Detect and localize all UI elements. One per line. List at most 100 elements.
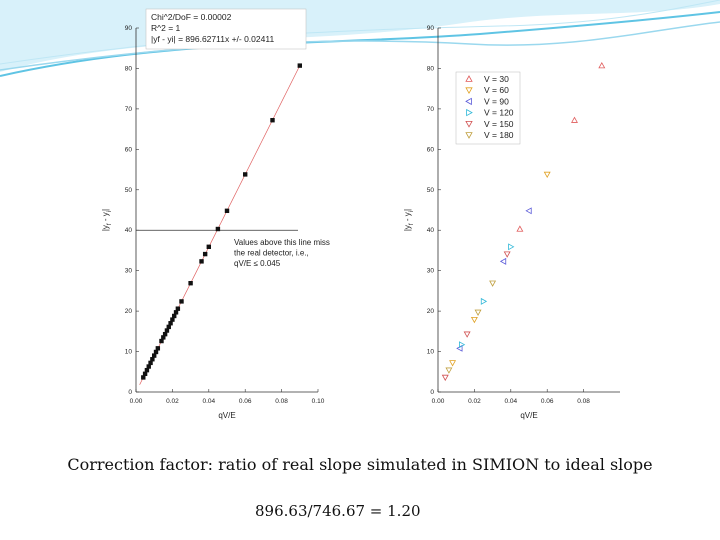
y-tick-label: 60 <box>427 146 435 153</box>
y-tick-label: 20 <box>427 308 435 315</box>
y-tick-label: 50 <box>427 187 435 194</box>
legend-marker <box>465 87 473 95</box>
data-point <box>188 281 193 286</box>
legend-marker <box>465 75 473 82</box>
data-point <box>199 259 204 264</box>
fit-box-line: R^2 = 1 <box>151 23 181 33</box>
data-point <box>155 346 161 351</box>
y-tick-label: 20 <box>125 308 133 315</box>
series-point <box>441 374 449 382</box>
series-point <box>525 207 532 215</box>
legend-label: V = 30 <box>484 74 509 84</box>
legend-label: V = 120 <box>484 108 514 118</box>
data-point <box>152 353 157 358</box>
legend-frame <box>455 71 521 145</box>
series-point <box>480 297 488 305</box>
y-tick-label: 0 <box>430 389 434 396</box>
data-point <box>170 317 175 322</box>
series-point <box>503 251 511 258</box>
y-axis-title: |yf - yi| <box>403 209 415 231</box>
data-point <box>173 310 179 315</box>
fit-box-line: |yf - yi| = 896.62711x +/- 0.02411 <box>151 34 274 44</box>
fit-box-line: Chi^2/DoF = 0.00002 <box>151 12 232 22</box>
y-axis-title: |yf - yi| <box>101 209 113 231</box>
y-tick-label: 10 <box>427 349 435 356</box>
data-point <box>168 321 173 326</box>
data-point <box>202 251 208 257</box>
y-tick-label: 50 <box>125 187 133 194</box>
fit-box-frame <box>145 8 307 50</box>
data-point <box>164 328 170 333</box>
wave-band <box>0 21 720 71</box>
series-point <box>459 341 466 349</box>
y-tick-label: 0 <box>128 389 132 396</box>
y-tick-label: 30 <box>125 268 133 275</box>
x-tick-label: 0.08 <box>275 398 288 405</box>
x-tick-label: 0.04 <box>504 398 517 405</box>
series-point <box>489 280 497 287</box>
data-point <box>215 226 221 232</box>
x-tick-label: 0.02 <box>166 398 179 405</box>
legend-label: V = 60 <box>484 85 509 95</box>
series-point <box>499 257 507 265</box>
data-point <box>141 375 146 380</box>
series-point <box>449 360 457 367</box>
annotation-line: the real detector, i.e., <box>234 249 309 258</box>
x-tick-label: 0.10 <box>312 398 325 405</box>
data-point <box>161 335 166 340</box>
series-point <box>508 243 515 251</box>
y-tick-label: 80 <box>125 65 133 72</box>
data-point <box>243 172 248 177</box>
data-point <box>224 208 230 214</box>
series-point <box>463 331 471 338</box>
series-point <box>571 116 578 123</box>
y-tick-label: 70 <box>427 106 435 113</box>
legend-label: V = 150 <box>484 119 514 129</box>
x-tick-label: 0.00 <box>130 398 143 405</box>
x-tick-label: 0.02 <box>468 398 481 405</box>
slope-ratio-text: 896.63/746.67 = 1.20 <box>255 502 421 520</box>
y-tick-label: 30 <box>427 268 435 275</box>
series-point <box>445 367 453 374</box>
y-tick-label: 60 <box>125 146 133 153</box>
series-point <box>474 309 482 316</box>
data-point <box>175 306 181 311</box>
data-point <box>270 118 275 123</box>
voltage-chart: 0 10 20 30 40 50 60 70 80 90 0.00 0.02 0.04 0.06 0.08 q… <box>403 25 620 420</box>
y-tick-label: 70 <box>125 106 133 113</box>
y-tick-label: 10 <box>125 349 133 356</box>
data-point <box>159 338 164 344</box>
legend-marker <box>465 132 473 139</box>
y-tick-label: 40 <box>125 227 133 234</box>
x-tick-label: 0.00 <box>432 398 445 405</box>
data-point <box>206 244 211 250</box>
series-point <box>470 316 478 324</box>
slide-caption: Correction factor: ratio of real slope s… <box>67 455 653 474</box>
legend-marker <box>466 108 473 117</box>
x-tick-label: 0.06 <box>239 398 252 405</box>
x-axis-title: qV/E <box>218 411 235 420</box>
series-point <box>598 61 606 69</box>
data-point <box>162 331 168 337</box>
data-point <box>297 63 302 68</box>
y-tick-label: 80 <box>427 65 435 72</box>
y-tick-label: 90 <box>427 25 435 32</box>
x-axis-title: qV/E <box>520 411 537 420</box>
data-point <box>148 360 153 366</box>
fit-chart: 0 10 20 30 40 50 60 70 80 90 0.00 0.02 0.04 0.06 0.08 0… <box>101 8 330 420</box>
data-point <box>150 357 155 362</box>
series-point <box>543 171 551 179</box>
legend-marker <box>465 97 472 106</box>
legend-marker <box>465 121 473 128</box>
annotation-line: qV/E ≤ 0.045 <box>234 259 281 268</box>
y-tick-label: 90 <box>125 25 133 32</box>
x-tick-label: 0.08 <box>577 398 590 405</box>
data-point <box>153 349 159 355</box>
data-point <box>142 371 148 376</box>
y-tick-label: 40 <box>427 227 435 234</box>
data-point <box>166 324 171 330</box>
legend-label: V = 180 <box>484 130 514 140</box>
